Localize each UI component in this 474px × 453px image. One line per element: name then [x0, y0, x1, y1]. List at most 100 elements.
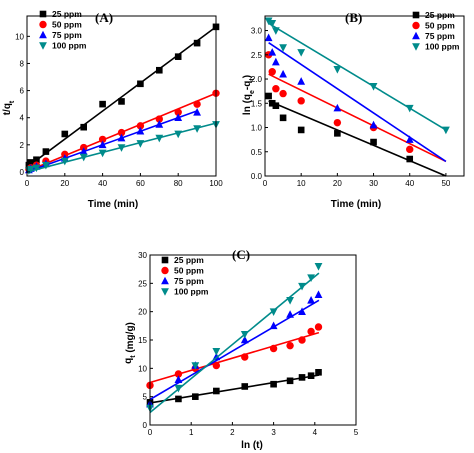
panel-c-ylabel: qt (mg/g): [123, 322, 137, 364]
panel-b-pseudo-first-order: 0 10 20 30 40 50 0.0 0.5 1.0 1.5 2.0 2.5 3.0 (B) Tim…: [242, 10, 465, 210]
y-tick-label: 4: [20, 114, 25, 123]
y-tick-label: 10: [15, 32, 24, 41]
legend-label: 100 ppm: [52, 41, 87, 51]
data-point: [80, 123, 87, 131]
data-point: [155, 134, 164, 143]
data-point: [297, 77, 306, 85]
panel-b-xlabel: Time (min): [331, 199, 381, 210]
x-tick-label: 0: [148, 428, 153, 437]
data-point: [315, 369, 322, 376]
legend-label: 100 ppm: [174, 287, 209, 297]
y-tick-label: 2.5: [251, 51, 263, 60]
y-tick-label: 0: [20, 168, 25, 177]
data-point: [269, 321, 278, 330]
data-point: [240, 331, 249, 339]
y-tick-label: 10: [138, 364, 147, 373]
data-point: [268, 68, 276, 76]
data-point: [286, 341, 294, 350]
data-point: [79, 147, 88, 155]
y-tick-label: 0: [143, 421, 148, 430]
legend-marker: [412, 11, 420, 19]
data-point: [333, 103, 342, 112]
legend-marker: [412, 43, 420, 51]
y-tick-label: 0.5: [251, 148, 263, 157]
data-point: [241, 353, 249, 361]
x-tick-label: 30: [369, 179, 378, 188]
x-tick-label: 100: [209, 179, 223, 188]
data-point: [297, 126, 305, 134]
data-point: [136, 122, 145, 130]
legend-marker: [161, 266, 169, 275]
fit-line: [268, 42, 447, 163]
legend-marker: [39, 42, 47, 50]
data-point: [264, 33, 273, 42]
data-point: [137, 80, 144, 88]
data-point: [212, 361, 221, 370]
data-point: [240, 335, 249, 344]
data-point: [298, 374, 306, 381]
data-point: [269, 344, 278, 353]
fit-line: [268, 22, 447, 131]
y-tick-label: 2: [20, 141, 25, 150]
data-point: [268, 19, 277, 28]
data-point: [98, 149, 107, 158]
data-point: [79, 153, 88, 162]
legend-marker: [412, 21, 420, 30]
panel-a-ylabel: t/qt: [2, 100, 16, 115]
data-point: [212, 348, 221, 356]
data-point: [298, 307, 306, 315]
data-point: [268, 99, 276, 107]
data-point: [117, 128, 126, 137]
x-tick-label: 2: [230, 428, 235, 437]
data-point: [241, 383, 249, 390]
data-point: [118, 98, 125, 105]
legend-marker: [161, 288, 169, 296]
data-point: [117, 144, 126, 152]
panel-c-xlabel: ln (t): [241, 440, 263, 451]
fit-line: [268, 100, 447, 177]
data-point: [298, 336, 306, 344]
data-point: [193, 107, 201, 116]
panel-b-label: (B): [345, 10, 362, 25]
data-point: [333, 66, 342, 74]
legend-label: 25 ppm: [174, 255, 204, 265]
series-25-ppm: [146, 369, 322, 406]
data-point: [174, 375, 183, 383]
data-point: [269, 308, 278, 316]
fit-line: [268, 73, 447, 163]
panel-c-label: (C): [232, 247, 250, 262]
y-tick-label: 1.0: [251, 124, 263, 133]
series-75-ppm: [24, 107, 201, 174]
data-point: [175, 395, 182, 403]
x-tick-label: 0: [263, 179, 268, 188]
legend-marker: [39, 10, 47, 18]
data-point: [174, 384, 183, 393]
legend-label: 25 ppm: [52, 9, 82, 19]
data-point: [27, 159, 35, 166]
y-tick-label: 5: [143, 393, 148, 402]
x-tick-label: 10: [297, 179, 306, 188]
data-point: [286, 310, 294, 318]
data-point: [334, 130, 341, 137]
legend-label: 50 ppm: [174, 266, 204, 276]
data-point: [405, 104, 414, 113]
data-point: [156, 66, 163, 74]
data-point: [265, 92, 272, 100]
data-point: [297, 49, 306, 57]
data-point: [213, 387, 220, 395]
legend-label: 75 ppm: [174, 276, 204, 286]
legend-marker: [161, 276, 169, 285]
data-point: [272, 102, 280, 109]
data-point: [136, 126, 145, 135]
plot-frame: [26, 15, 217, 177]
x-tick-label: 40: [98, 179, 107, 188]
data-point: [279, 114, 287, 122]
data-point: [270, 380, 277, 388]
fit-line: [26, 26, 217, 168]
data-point: [297, 97, 305, 105]
